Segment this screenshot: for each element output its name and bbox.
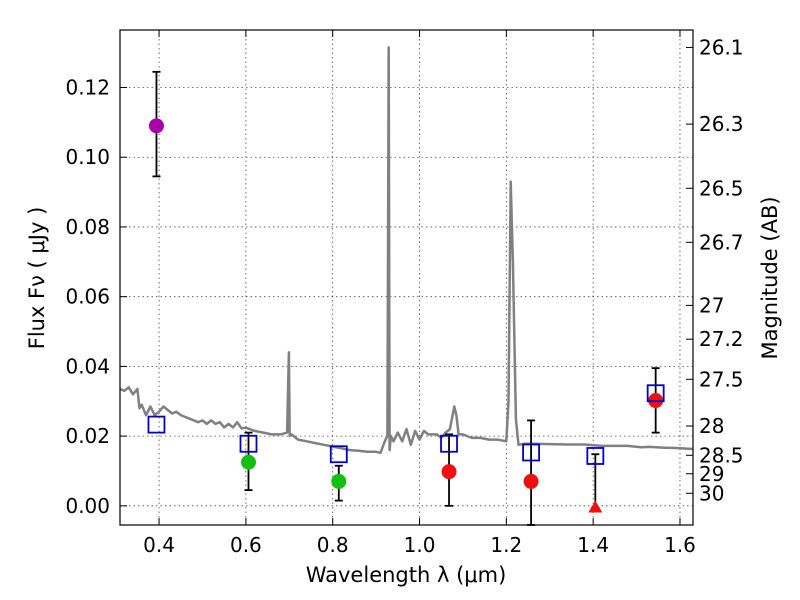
magnitude-tick-label: 28 — [699, 414, 724, 438]
magnitude-tick-label: 26.5 — [699, 176, 744, 200]
x-tick-label: 0.4 — [143, 533, 175, 557]
x-tick-label: 0.6 — [230, 533, 262, 557]
sed-curve — [119, 46, 694, 455]
upper-limit-triangle — [588, 500, 603, 513]
magnitude-tick-label: 27 — [699, 293, 724, 317]
x-tick-label: 1.6 — [664, 533, 696, 557]
sed-curve-layer — [119, 46, 694, 455]
model-photometry-square — [646, 384, 665, 403]
data-point-circle — [523, 473, 539, 489]
model-photometry-square — [586, 447, 605, 465]
y-tick-label: 0.12 — [65, 76, 110, 100]
magnitude-tick-label: 27.5 — [699, 367, 744, 391]
magnitude-tick-label: 26.1 — [699, 35, 744, 59]
x-tick-label: 1.0 — [404, 533, 436, 557]
magnitude-tick-label: 30 — [699, 481, 724, 505]
model-photometry-square — [440, 434, 458, 453]
data-point-circle — [441, 464, 457, 480]
data-points-layer — [147, 70, 665, 526]
y-tick-label: 0.10 — [65, 145, 110, 169]
magnitude-tick-label: 27.2 — [699, 327, 744, 351]
model-photometry-square — [522, 443, 540, 462]
y-tick-label: 0.06 — [65, 285, 110, 309]
magnitude-tick-label: 29 — [699, 462, 724, 486]
x-tick-label: 0.8 — [317, 533, 349, 557]
model-photometry-square — [147, 415, 166, 434]
y-tick-label: 0.04 — [65, 354, 110, 378]
y-tick-label: 0.02 — [65, 424, 110, 448]
y-axis-title: Flux Fν ( μJy ) — [25, 207, 49, 350]
magnitude-tick-label: 26.3 — [699, 112, 744, 136]
grid — [120, 30, 693, 525]
data-point-circle — [148, 118, 164, 134]
x-axis-title: Wavelength λ (μm) — [306, 563, 507, 587]
magnitude-tick-label: 28.5 — [699, 443, 744, 467]
model-photometry-square — [239, 434, 258, 453]
model-photometry-square — [329, 445, 348, 464]
magnitude-tick-label: 26.7 — [699, 230, 744, 254]
x-tick-label: 1.2 — [490, 533, 522, 557]
plot-frame — [119, 29, 694, 526]
axis-ticks: 0.4 0.6 0.8 1.0 1.2 1.4 1.6 0.00 0.02 0.04 0.06 0.0… — [65, 30, 744, 557]
y-tick-label: 0.08 — [65, 215, 110, 239]
data-point-circle — [240, 454, 256, 470]
y-tick-label: 0.00 — [65, 494, 110, 518]
y2-axis-title: Magnitude (AB) — [758, 196, 782, 359]
data-point-circle — [331, 473, 347, 489]
x-tick-label: 1.4 — [577, 533, 609, 557]
